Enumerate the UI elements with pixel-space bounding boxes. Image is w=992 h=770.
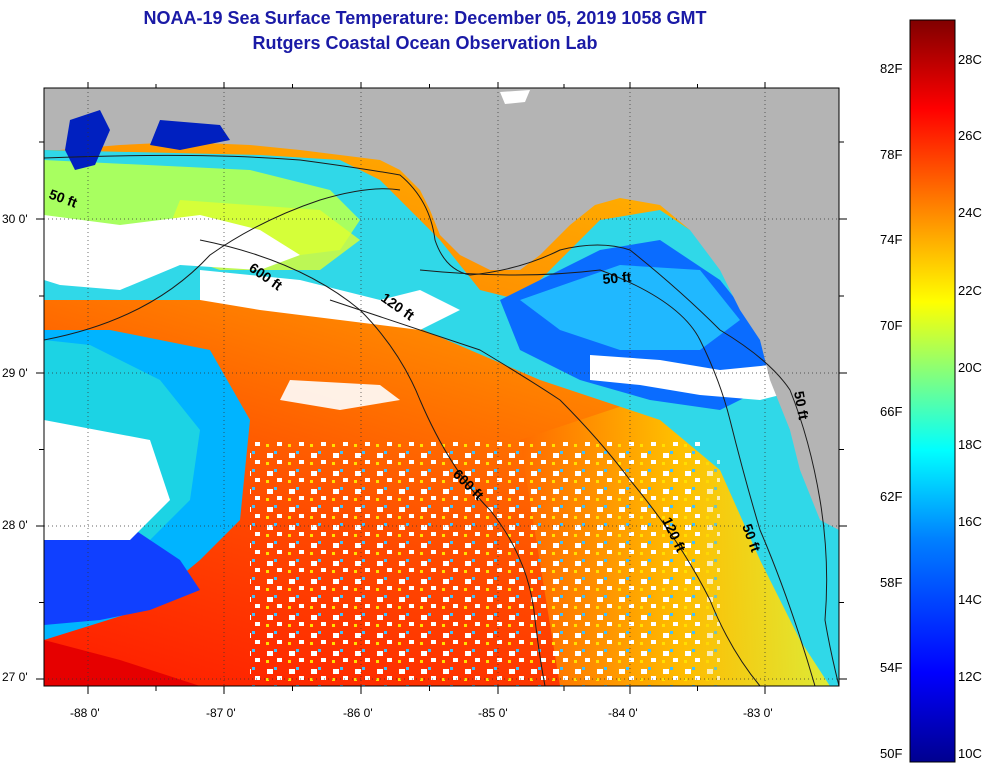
contour-label: 50 ft (791, 390, 812, 421)
contour-label: 50 ft (602, 269, 632, 287)
map-subtitle: Rutgers Coastal Ocean Observation Lab (252, 33, 598, 53)
colorbar-f-label: 82F (880, 61, 903, 76)
colorbar-c-label: 18C (958, 437, 982, 452)
colorbar-f-label: 58F (880, 575, 903, 590)
sst-image (44, 88, 839, 686)
colorbar-c-label: 22C (958, 283, 982, 298)
longitude-label: -88 0' (70, 706, 100, 720)
colorbar-c-label: 14C (958, 592, 982, 607)
colorbar-f-label: 62F (880, 489, 903, 504)
depth-contours (44, 154, 839, 686)
latitude-label: 29 0' (2, 366, 28, 380)
latitude-label: 28 0' (2, 518, 28, 532)
colorbar-f-label: 54F (880, 660, 903, 675)
colorbar-c-label: 28C (958, 52, 982, 67)
colorbar-c-label: 16C (958, 514, 982, 529)
colorbar-f-label: 74F (880, 232, 903, 247)
longitude-label: -84 0' (608, 706, 638, 720)
colorbar (909, 19, 956, 763)
colorbar-c-label: 10C (958, 746, 982, 761)
map-frame (43, 87, 840, 687)
longitude-label: -87 0' (206, 706, 236, 720)
colorbar-f-label: 66F (880, 404, 903, 419)
map-title: NOAA-19 Sea Surface Temperature: Decembe… (143, 8, 707, 28)
colorbar-f-label: 70F (880, 318, 903, 333)
colorbar-c-label: 26C (958, 128, 982, 143)
latitude-label: 27 0' (2, 670, 28, 684)
longitude-label: -83 0' (743, 706, 773, 720)
colorbar-f-label: 78F (880, 147, 903, 162)
longitude-label: -85 0' (478, 706, 508, 720)
colorbar-c-label: 20C (958, 360, 982, 375)
latitude-label: 30 0' (2, 212, 28, 226)
graticule (44, 88, 839, 686)
colorbar-f-label: 50F (880, 746, 903, 761)
colorbar-c-label: 12C (958, 669, 982, 684)
colorbar-c-label: 24C (958, 205, 982, 220)
longitude-label: -86 0' (343, 706, 373, 720)
axis-ticks (36, 82, 847, 694)
